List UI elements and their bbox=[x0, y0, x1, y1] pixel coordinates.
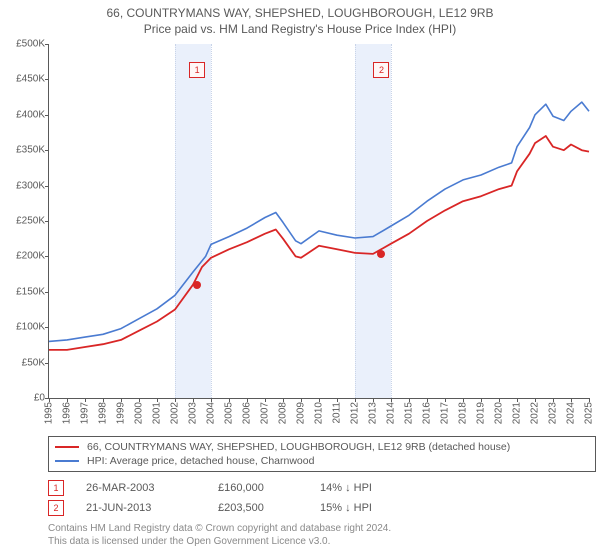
x-axis-label: 2009 bbox=[296, 402, 307, 424]
event-delta: 14% ↓ HPI bbox=[320, 482, 430, 494]
legend-swatch bbox=[55, 446, 79, 448]
x-axis-label: 2008 bbox=[278, 402, 289, 424]
y-axis-label: £50K bbox=[22, 357, 45, 368]
y-axis-label: £250K bbox=[16, 216, 45, 227]
y-tick bbox=[45, 363, 49, 364]
x-axis-label: 2012 bbox=[350, 402, 361, 424]
y-axis-label: £300K bbox=[16, 180, 45, 191]
x-axis-label: 1997 bbox=[80, 402, 91, 424]
x-axis-label: 1995 bbox=[44, 402, 55, 424]
event-price: £203,500 bbox=[218, 502, 298, 514]
event-badge: 1 bbox=[48, 480, 64, 496]
series-price_paid bbox=[49, 136, 589, 350]
title-address: 66, COUNTRYMANS WAY, SHEPSHED, LOUGHBORO… bbox=[0, 6, 600, 22]
y-tick bbox=[45, 221, 49, 222]
y-axis-label: £350K bbox=[16, 145, 45, 156]
footer-line2: This data is licensed under the Open Gov… bbox=[48, 535, 582, 548]
event-marker-dot bbox=[377, 250, 385, 258]
y-tick bbox=[45, 256, 49, 257]
y-tick bbox=[45, 186, 49, 187]
x-axis-label: 2021 bbox=[512, 402, 523, 424]
x-axis-label: 2011 bbox=[332, 402, 343, 424]
y-tick bbox=[45, 292, 49, 293]
x-axis-label: 2025 bbox=[584, 402, 595, 424]
footer-line1: Contains HM Land Registry data © Crown c… bbox=[48, 522, 582, 535]
event-delta: 15% ↓ HPI bbox=[320, 502, 430, 514]
x-axis-label: 1999 bbox=[116, 402, 127, 424]
event-marker-label: 2 bbox=[373, 62, 389, 78]
plot-area: £0£50K£100K£150K£200K£250K£300K£350K£400… bbox=[48, 44, 589, 399]
series-hpi bbox=[49, 102, 589, 341]
event-price: £160,000 bbox=[218, 482, 298, 494]
x-axis-label: 2023 bbox=[548, 402, 559, 424]
y-axis-label: £200K bbox=[16, 251, 45, 262]
x-axis-label: 2022 bbox=[530, 402, 541, 424]
x-axis-label: 2002 bbox=[170, 402, 181, 424]
footer-note: Contains HM Land Registry data © Crown c… bbox=[48, 522, 582, 548]
legend-label: 66, COUNTRYMANS WAY, SHEPSHED, LOUGHBORO… bbox=[87, 440, 510, 454]
x-axis-label: 2010 bbox=[314, 402, 325, 424]
x-axis-label: 2005 bbox=[224, 402, 235, 424]
legend-label: HPI: Average price, detached house, Char… bbox=[87, 454, 314, 468]
event-marker-label: 1 bbox=[189, 62, 205, 78]
legend-swatch bbox=[55, 460, 79, 462]
chart-titles: 66, COUNTRYMANS WAY, SHEPSHED, LOUGHBORO… bbox=[0, 0, 600, 37]
event-row: 2 21-JUN-2013 £203,500 15% ↓ HPI bbox=[48, 498, 582, 518]
x-axis-label: 2015 bbox=[404, 402, 415, 424]
y-axis-label: £100K bbox=[16, 322, 45, 333]
event-row: 1 26-MAR-2003 £160,000 14% ↓ HPI bbox=[48, 478, 582, 498]
x-axis-label: 2014 bbox=[386, 402, 397, 424]
x-axis-label: 2024 bbox=[566, 402, 577, 424]
event-badge: 2 bbox=[48, 500, 64, 516]
x-axis-label: 2007 bbox=[260, 402, 271, 424]
x-axis-label: 2004 bbox=[206, 402, 217, 424]
y-axis-label: £400K bbox=[16, 109, 45, 120]
x-axis-label: 2016 bbox=[422, 402, 433, 424]
event-date: 26-MAR-2003 bbox=[86, 482, 196, 494]
event-date: 21-JUN-2013 bbox=[86, 502, 196, 514]
y-tick bbox=[45, 44, 49, 45]
x-axis-label: 2001 bbox=[152, 402, 163, 424]
event-marker-dot bbox=[193, 281, 201, 289]
x-axis-label: 1998 bbox=[98, 402, 109, 424]
y-axis-label: £450K bbox=[16, 74, 45, 85]
chart-container: 66, COUNTRYMANS WAY, SHEPSHED, LOUGHBORO… bbox=[0, 0, 600, 560]
legend-row: HPI: Average price, detached house, Char… bbox=[55, 454, 589, 468]
y-tick bbox=[45, 327, 49, 328]
event-table: 1 26-MAR-2003 £160,000 14% ↓ HPI 2 21-JUN-201… bbox=[48, 478, 582, 518]
title-subtitle: Price paid vs. HM Land Registry's House … bbox=[0, 22, 600, 38]
x-axis-label: 2003 bbox=[188, 402, 199, 424]
y-axis-label: £150K bbox=[16, 286, 45, 297]
legend-row: 66, COUNTRYMANS WAY, SHEPSHED, LOUGHBORO… bbox=[55, 440, 589, 454]
x-axis-label: 2018 bbox=[458, 402, 469, 424]
x-axis-label: 2006 bbox=[242, 402, 253, 424]
x-axis-label: 2019 bbox=[476, 402, 487, 424]
x-axis-label: 1996 bbox=[62, 402, 73, 424]
x-axis-label: 2017 bbox=[440, 402, 451, 424]
x-axis-label: 2000 bbox=[134, 402, 145, 424]
y-tick bbox=[45, 115, 49, 116]
line-chart-svg bbox=[49, 44, 589, 398]
x-axis-label: 2013 bbox=[368, 402, 379, 424]
x-axis-label: 2020 bbox=[494, 402, 505, 424]
y-tick bbox=[45, 150, 49, 151]
y-tick bbox=[45, 79, 49, 80]
legend: 66, COUNTRYMANS WAY, SHEPSHED, LOUGHBORO… bbox=[48, 436, 596, 472]
y-axis-label: £500K bbox=[16, 39, 45, 50]
